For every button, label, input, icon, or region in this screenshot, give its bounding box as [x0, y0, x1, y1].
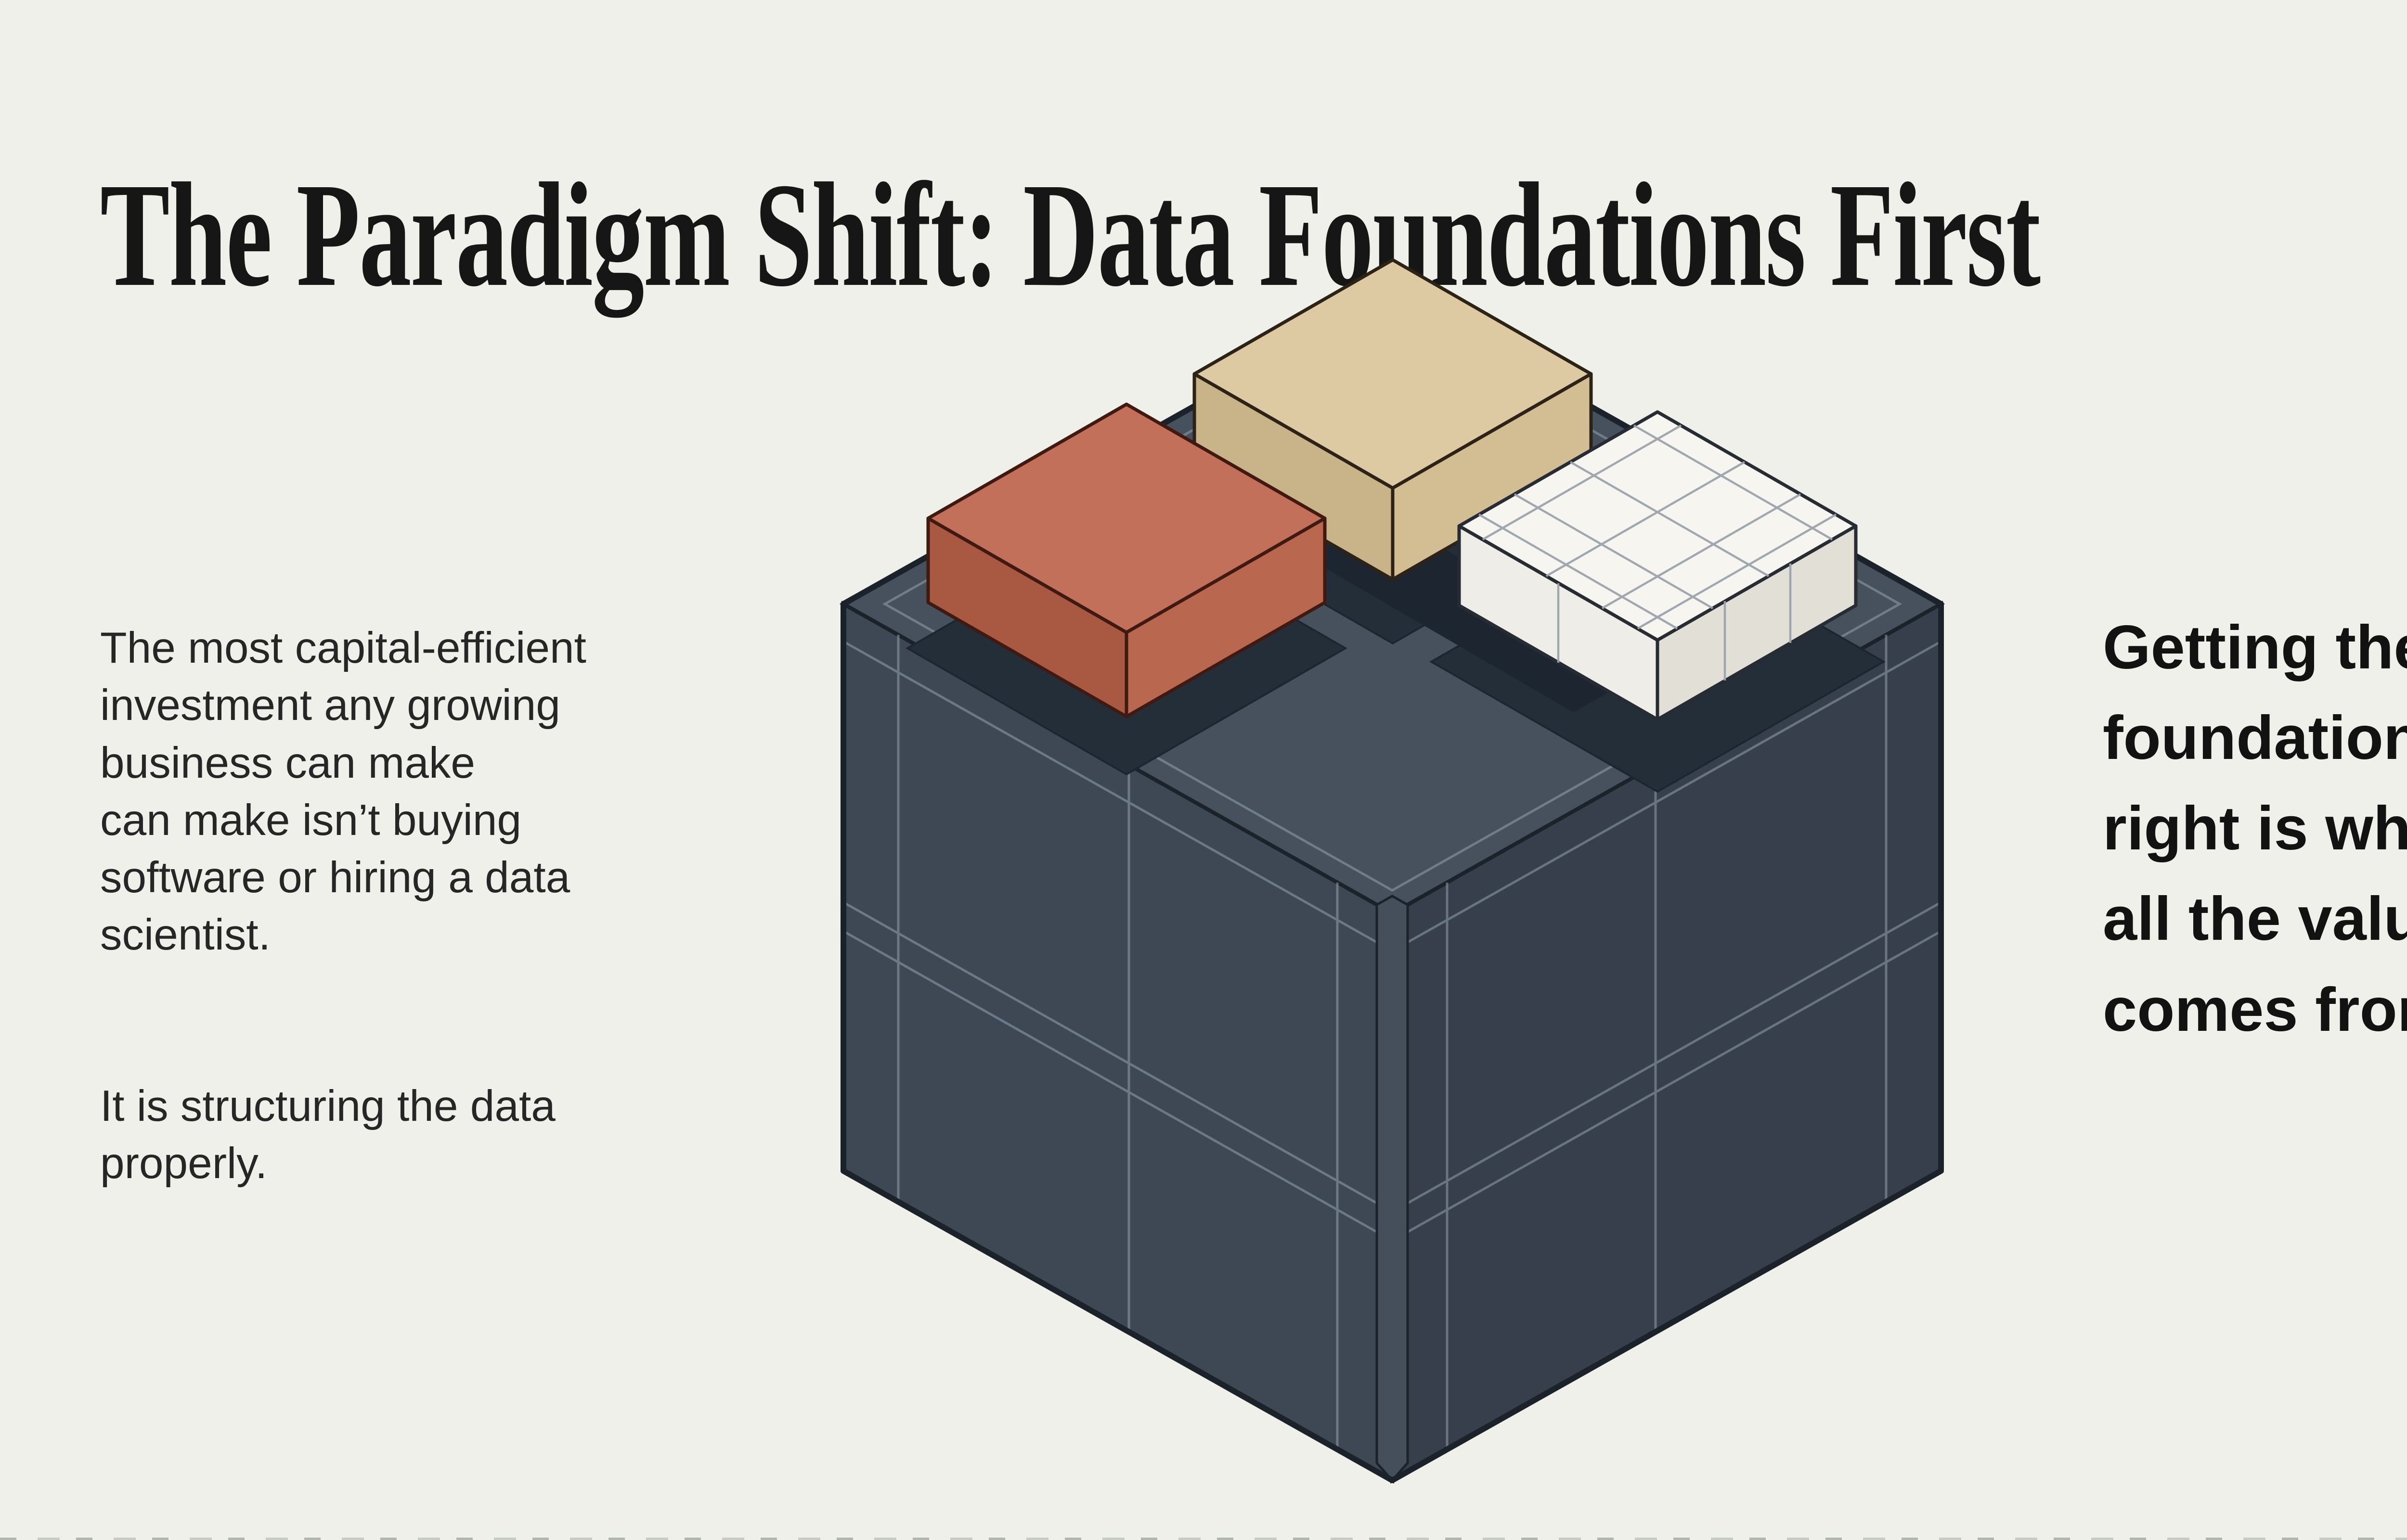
white-grid-block — [1457, 410, 1858, 721]
bottom-edge-artifact — [0, 1538, 2407, 1540]
left-text-block: The most capital-efficient investment an… — [100, 562, 774, 1249]
tan-block — [1192, 258, 1593, 581]
terracotta-block — [926, 402, 1327, 719]
cube-gridlines — [842, 316, 1942, 1450]
tan-block-top-face — [1192, 258, 1593, 490]
page-title: The Paradigm Shift: Data Foundations Fir… — [100, 152, 2041, 318]
terracotta-block-top-face — [926, 402, 1327, 634]
left-paragraph-1: The most capital-efficient investment an… — [100, 624, 586, 960]
white-block-top-face — [1457, 410, 1858, 642]
cube-silhouette-outline — [841, 292, 1944, 1483]
white-block-grid-lines — [1478, 424, 1837, 680]
right-callout-text: Getting the foundation right is where al… — [2103, 613, 2407, 1044]
left-paragraph-2: It is structuring the data properly. — [100, 1081, 556, 1188]
cube-front-chamfer — [1375, 895, 1409, 1482]
